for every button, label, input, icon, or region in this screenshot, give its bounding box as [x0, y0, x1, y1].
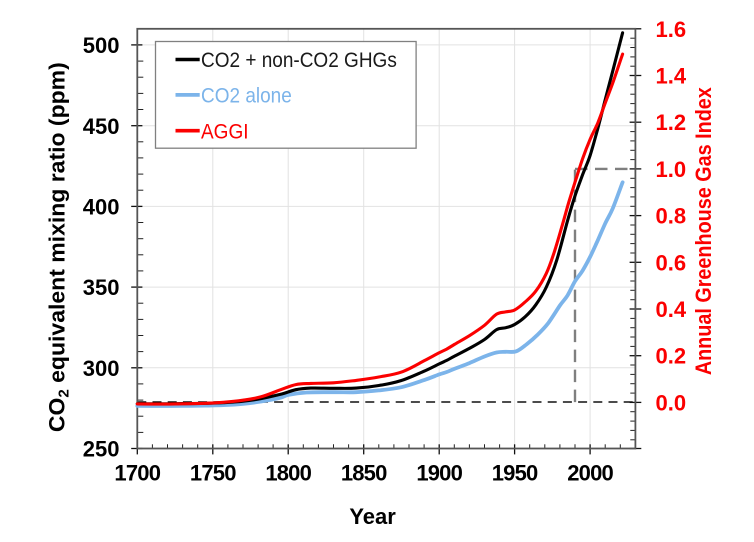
svg-text:1700: 1700 [114, 461, 160, 486]
svg-text:0.6: 0.6 [656, 250, 687, 275]
svg-text:1950: 1950 [492, 461, 538, 486]
svg-text:500: 500 [83, 33, 120, 58]
svg-text:0.2: 0.2 [656, 344, 687, 369]
svg-text:300: 300 [83, 356, 120, 381]
svg-text:0.0: 0.0 [656, 390, 687, 415]
svg-text:Annual Greenhouse Gas Index: Annual Greenhouse Gas Index [692, 87, 716, 375]
svg-text:1.2: 1.2 [656, 110, 687, 135]
svg-text:400: 400 [83, 195, 120, 220]
svg-text:1800: 1800 [265, 461, 311, 486]
svg-text:0.8: 0.8 [656, 204, 687, 229]
svg-text:1.4: 1.4 [656, 64, 687, 89]
svg-text:1850: 1850 [341, 461, 387, 486]
svg-text:CO2 equivalent mixing ratio (p: CO2 equivalent mixing ratio (ppm) [45, 62, 72, 432]
svg-text:1.0: 1.0 [656, 157, 687, 182]
svg-text:1900: 1900 [416, 461, 462, 486]
svg-text:Year: Year [349, 504, 396, 529]
svg-text:AGGI: AGGI [201, 121, 249, 144]
svg-text:2000: 2000 [567, 461, 613, 486]
svg-text:250: 250 [83, 437, 120, 462]
svg-text:0.4: 0.4 [656, 297, 687, 322]
svg-text:1.6: 1.6 [656, 17, 687, 42]
svg-text:450: 450 [83, 114, 120, 139]
svg-text:350: 350 [83, 275, 120, 300]
svg-text:CO2 + non-CO2 GHGs: CO2 + non-CO2 GHGs [201, 49, 397, 72]
svg-text:1750: 1750 [190, 461, 236, 486]
svg-text:CO2 alone: CO2 alone [201, 85, 292, 108]
